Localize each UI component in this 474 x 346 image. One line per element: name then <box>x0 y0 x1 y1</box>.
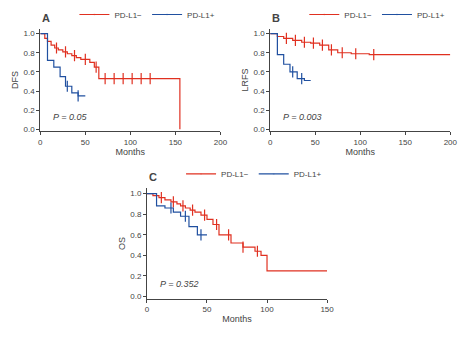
svg-text:0.6: 0.6 <box>130 231 142 240</box>
svg-text:0: 0 <box>145 305 150 314</box>
svg-text:50: 50 <box>311 138 320 147</box>
svg-text:0: 0 <box>38 138 43 147</box>
svg-text:100: 100 <box>354 138 368 147</box>
svg-text:DFS: DFS <box>10 71 20 89</box>
svg-text:0.0: 0.0 <box>24 125 36 134</box>
svg-text:P = 0.352: P = 0.352 <box>160 279 198 289</box>
svg-text:PD-L1−: PD-L1− <box>114 11 142 20</box>
svg-text:Months: Months <box>222 314 252 324</box>
svg-text:PD-L1+: PD-L1+ <box>294 170 322 179</box>
svg-text:1.0: 1.0 <box>253 29 265 38</box>
svg-text:200: 200 <box>444 138 458 147</box>
svg-text:Months: Months <box>116 147 146 157</box>
svg-text:C: C <box>149 171 157 183</box>
svg-text:0.8: 0.8 <box>253 49 265 58</box>
svg-text:0.6: 0.6 <box>253 68 265 77</box>
svg-text:150: 150 <box>399 138 413 147</box>
svg-text:Months: Months <box>345 147 375 157</box>
svg-text:0.8: 0.8 <box>24 49 36 58</box>
svg-text:B: B <box>272 12 280 24</box>
svg-text:P = 0.05: P = 0.05 <box>53 112 87 122</box>
svg-text:OS: OS <box>117 237 127 250</box>
svg-text:0.2: 0.2 <box>253 106 265 115</box>
svg-text:50: 50 <box>203 305 212 314</box>
svg-text:0.0: 0.0 <box>253 125 265 134</box>
svg-text:200: 200 <box>214 138 228 147</box>
svg-text:150: 150 <box>320 305 334 314</box>
svg-text:0.2: 0.2 <box>24 106 36 115</box>
svg-text:A: A <box>42 12 50 24</box>
svg-text:100: 100 <box>260 305 274 314</box>
svg-text:1.0: 1.0 <box>24 29 36 38</box>
svg-text:PD-L1+: PD-L1+ <box>417 11 445 20</box>
svg-text:PD-L1+: PD-L1+ <box>187 11 215 20</box>
svg-text:PD-L1−: PD-L1− <box>221 170 249 179</box>
svg-text:0.8: 0.8 <box>130 210 142 219</box>
svg-text:100: 100 <box>124 138 138 147</box>
svg-text:0.4: 0.4 <box>24 87 36 96</box>
svg-text:0.4: 0.4 <box>130 251 142 260</box>
svg-text:150: 150 <box>169 138 183 147</box>
svg-text:1.0: 1.0 <box>130 189 142 198</box>
svg-text:LRFS: LRFS <box>240 69 250 92</box>
svg-text:0: 0 <box>268 138 273 147</box>
svg-text:0.4: 0.4 <box>253 87 265 96</box>
svg-text:50: 50 <box>81 138 90 147</box>
svg-text:PD-L1−: PD-L1− <box>344 11 372 20</box>
svg-text:0.6: 0.6 <box>24 68 36 77</box>
svg-text:0.2: 0.2 <box>130 272 142 281</box>
svg-text:0.0: 0.0 <box>130 292 142 301</box>
svg-text:P = 0.003: P = 0.003 <box>283 112 321 122</box>
